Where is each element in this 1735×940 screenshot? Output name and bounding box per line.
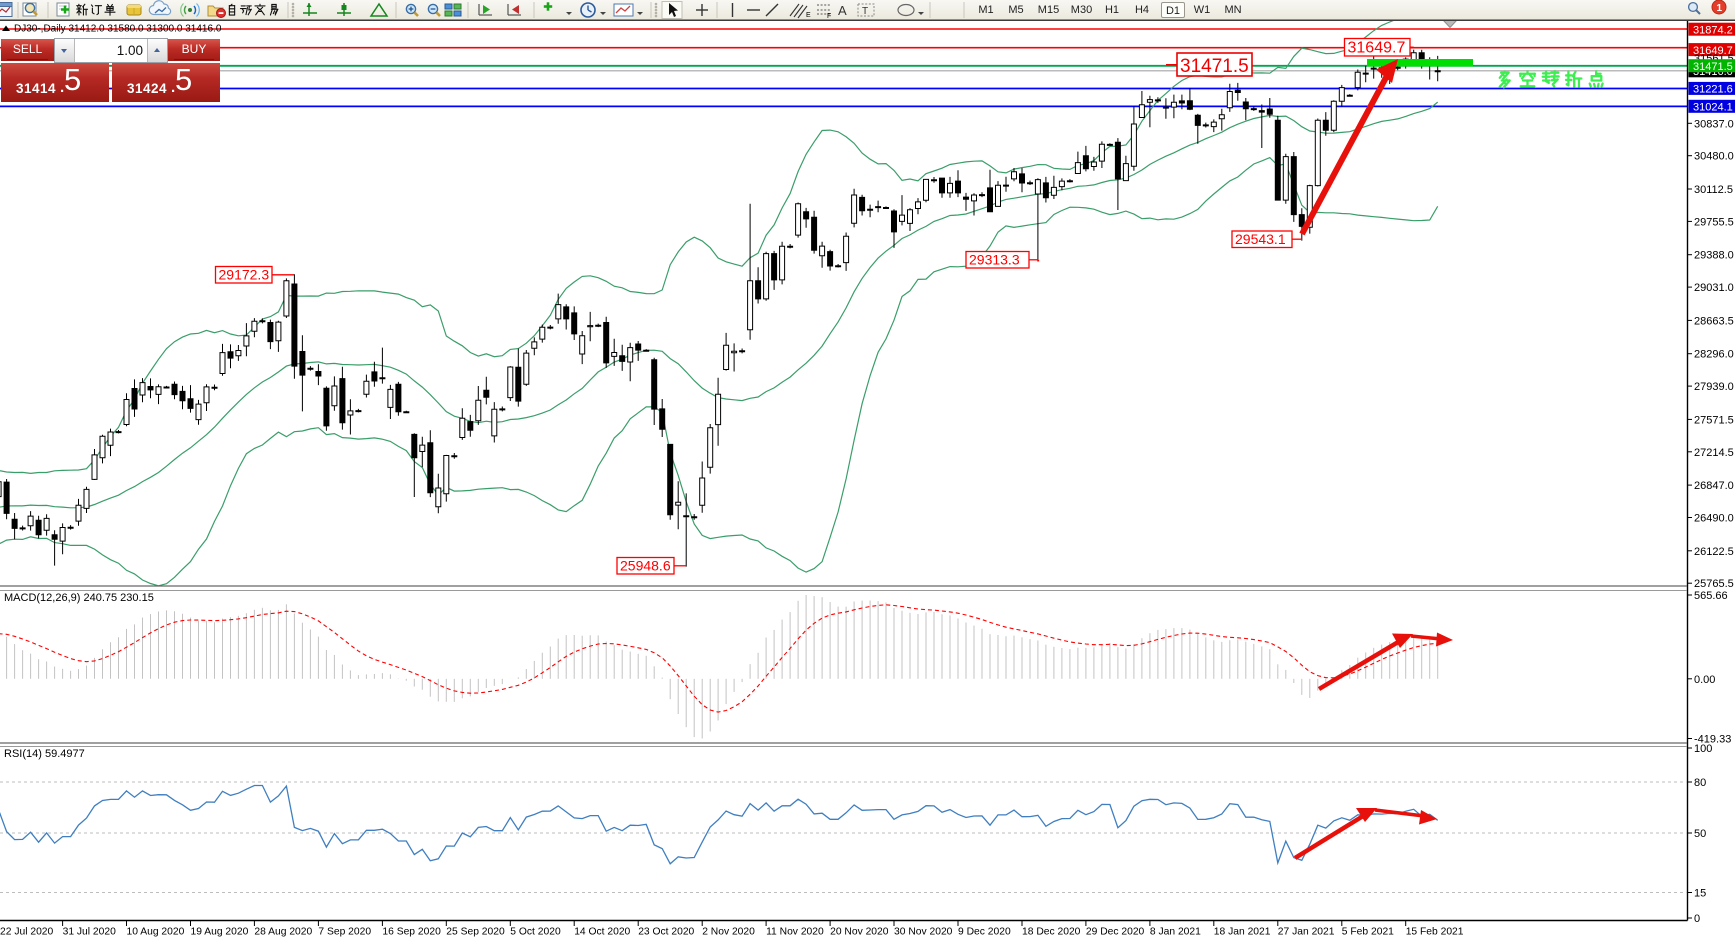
svg-text:28296.0: 28296.0 xyxy=(1694,349,1734,361)
svg-text:14 Oct 2020: 14 Oct 2020 xyxy=(574,927,630,938)
svg-text:27571.5: 27571.5 xyxy=(1694,414,1734,426)
svg-text:25948.6: 25948.6 xyxy=(620,558,671,574)
svg-text:26490.0: 26490.0 xyxy=(1694,513,1734,525)
svg-text:DJ30-,Daily 31412.0 31580.0 3: DJ30-,Daily 31412.0 31580.0 31300.0 3141… xyxy=(14,24,222,35)
svg-text:5 Feb 2021: 5 Feb 2021 xyxy=(1342,927,1394,938)
svg-text:-419.33: -419.33 xyxy=(1694,734,1731,746)
svg-text:27 Jan 2021: 27 Jan 2021 xyxy=(1278,927,1335,938)
svg-text:25 Sep 2020: 25 Sep 2020 xyxy=(446,927,505,938)
svg-text:18 Dec 2020: 18 Dec 2020 xyxy=(1022,927,1081,938)
svg-text:28663.5: 28663.5 xyxy=(1694,315,1734,327)
svg-text:11 Nov 2020: 11 Nov 2020 xyxy=(766,927,824,938)
svg-text:31221.6: 31221.6 xyxy=(1693,84,1733,96)
svg-text:15: 15 xyxy=(1694,888,1706,900)
svg-text:27939.0: 27939.0 xyxy=(1694,381,1734,393)
svg-text:31 Jul 2020: 31 Jul 2020 xyxy=(63,927,117,938)
svg-text:RSI(14) 59.4977: RSI(14) 59.4977 xyxy=(4,748,85,760)
svg-text:29313.3: 29313.3 xyxy=(969,252,1020,268)
svg-text:20 Nov 2020: 20 Nov 2020 xyxy=(830,927,889,938)
svg-text:0: 0 xyxy=(1694,913,1700,925)
svg-text:28 Aug 2020: 28 Aug 2020 xyxy=(254,927,312,938)
svg-text:8 Jan 2021: 8 Jan 2021 xyxy=(1150,927,1201,938)
svg-text:23 Oct 2020: 23 Oct 2020 xyxy=(638,927,694,938)
svg-text:29388.0: 29388.0 xyxy=(1694,250,1734,262)
svg-text:22 Jul 2020: 22 Jul 2020 xyxy=(0,927,54,938)
svg-text:26122.5: 26122.5 xyxy=(1694,546,1734,558)
svg-text:2 Nov 2020: 2 Nov 2020 xyxy=(702,927,755,938)
svg-text:31024.1: 31024.1 xyxy=(1693,102,1733,114)
svg-text:29 Dec 2020: 29 Dec 2020 xyxy=(1086,927,1145,938)
svg-text:30480.0: 30480.0 xyxy=(1694,151,1734,163)
svg-text:29172.3: 29172.3 xyxy=(219,267,270,283)
svg-text:50: 50 xyxy=(1694,828,1706,840)
svg-text:80: 80 xyxy=(1694,777,1706,789)
svg-text:31471.5: 31471.5 xyxy=(1693,61,1733,73)
svg-text:MACD(12,26,9) 240.75 230.15: MACD(12,26,9) 240.75 230.15 xyxy=(4,592,154,604)
svg-text:18 Jan 2021: 18 Jan 2021 xyxy=(1214,927,1271,938)
svg-text:31649.7: 31649.7 xyxy=(1348,40,1406,57)
svg-text:29543.1: 29543.1 xyxy=(1235,231,1286,247)
svg-text:19 Aug 2020: 19 Aug 2020 xyxy=(191,927,249,938)
svg-text:565.66: 565.66 xyxy=(1694,590,1728,602)
svg-text:29755.5: 29755.5 xyxy=(1694,216,1734,228)
svg-text:5 Oct 2020: 5 Oct 2020 xyxy=(510,927,561,938)
svg-text:0.00: 0.00 xyxy=(1694,674,1715,686)
svg-text:16 Sep 2020: 16 Sep 2020 xyxy=(382,927,441,938)
svg-text:10 Aug 2020: 10 Aug 2020 xyxy=(127,927,185,938)
svg-text:9 Dec 2020: 9 Dec 2020 xyxy=(958,927,1011,938)
svg-text:29031.0: 29031.0 xyxy=(1694,282,1734,294)
svg-text:25765.5: 25765.5 xyxy=(1694,578,1734,590)
svg-text:30 Nov 2020: 30 Nov 2020 xyxy=(894,927,953,938)
svg-text:31649.7: 31649.7 xyxy=(1693,45,1733,57)
svg-text:E: E xyxy=(806,12,811,19)
svg-text:31874.2: 31874.2 xyxy=(1693,24,1733,36)
svg-text:27214.5: 27214.5 xyxy=(1694,447,1734,459)
svg-text:30112.5: 30112.5 xyxy=(1694,184,1733,196)
svg-text:100: 100 xyxy=(1694,743,1712,755)
svg-text:30837.0: 30837.0 xyxy=(1694,118,1734,130)
svg-text:F: F xyxy=(827,13,831,20)
svg-text:7 Sep 2020: 7 Sep 2020 xyxy=(318,927,371,938)
svg-text:1: 1 xyxy=(1717,3,1723,14)
svg-text:T: T xyxy=(862,6,868,17)
svg-text:31471.5: 31471.5 xyxy=(1180,56,1249,77)
svg-text:26847.0: 26847.0 xyxy=(1694,480,1734,492)
svg-text:A: A xyxy=(838,3,847,18)
svg-text:15 Feb 2021: 15 Feb 2021 xyxy=(1406,927,1464,938)
